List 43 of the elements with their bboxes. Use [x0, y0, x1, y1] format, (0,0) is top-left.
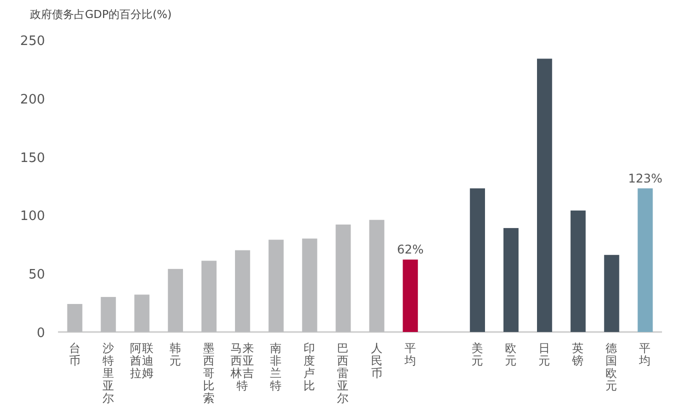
- y-tick-label: 250: [20, 34, 45, 49]
- y-tick-label: 200: [20, 92, 45, 108]
- x-tick-label: 南非兰特: [270, 341, 282, 392]
- x-tick-label: 马来西亚林吉特: [230, 341, 255, 392]
- bar: [402, 260, 418, 332]
- y-tick-label: 0: [36, 326, 45, 341]
- x-tick-label: 巴西雷亚尔: [337, 341, 350, 405]
- x-tick-label: 欧元: [505, 341, 517, 368]
- x-tick-label: 墨西哥比索: [203, 341, 215, 405]
- bar: [570, 210, 586, 332]
- x-tick-label: 日元: [538, 341, 551, 368]
- x-tick-label: 台币: [68, 341, 81, 368]
- bar: [134, 294, 150, 332]
- bar: [67, 304, 82, 332]
- bar: [302, 238, 318, 332]
- x-tick-label: 印度卢比: [304, 341, 316, 392]
- x-tick-label: 人民币: [370, 341, 383, 380]
- data-label: 123%: [628, 171, 662, 186]
- bar: [537, 58, 552, 332]
- bar: [168, 268, 183, 332]
- y-tick-label: 100: [20, 209, 45, 224]
- x-tick-label: 沙特里亚尔: [102, 341, 114, 405]
- bar: [638, 188, 653, 332]
- x-tick-label: 韩元: [169, 341, 182, 368]
- x-tick-label: 平均: [403, 341, 416, 368]
- x-tick-label: 阿联酋迪拉姆: [130, 341, 154, 380]
- bar: [369, 220, 384, 332]
- x-tick-label: 英镑: [571, 341, 584, 368]
- y-tick-label: 150: [20, 150, 45, 166]
- x-tick-label: 平均: [638, 341, 652, 368]
- bar: [235, 250, 250, 332]
- y-axis-title: 政府债务占GDP的百分比(%): [30, 8, 172, 21]
- bar: [470, 188, 485, 332]
- x-tick-label: 美元: [471, 341, 484, 368]
- bar: [503, 228, 519, 332]
- bar: [201, 260, 217, 332]
- data-label: 62%: [396, 242, 424, 257]
- y-tick-label: 50: [28, 268, 45, 283]
- bar: [100, 296, 116, 332]
- x-tick-label: 德国欧元: [606, 341, 618, 392]
- bar: [336, 224, 351, 332]
- bar: [604, 254, 620, 332]
- bar: [268, 240, 284, 332]
